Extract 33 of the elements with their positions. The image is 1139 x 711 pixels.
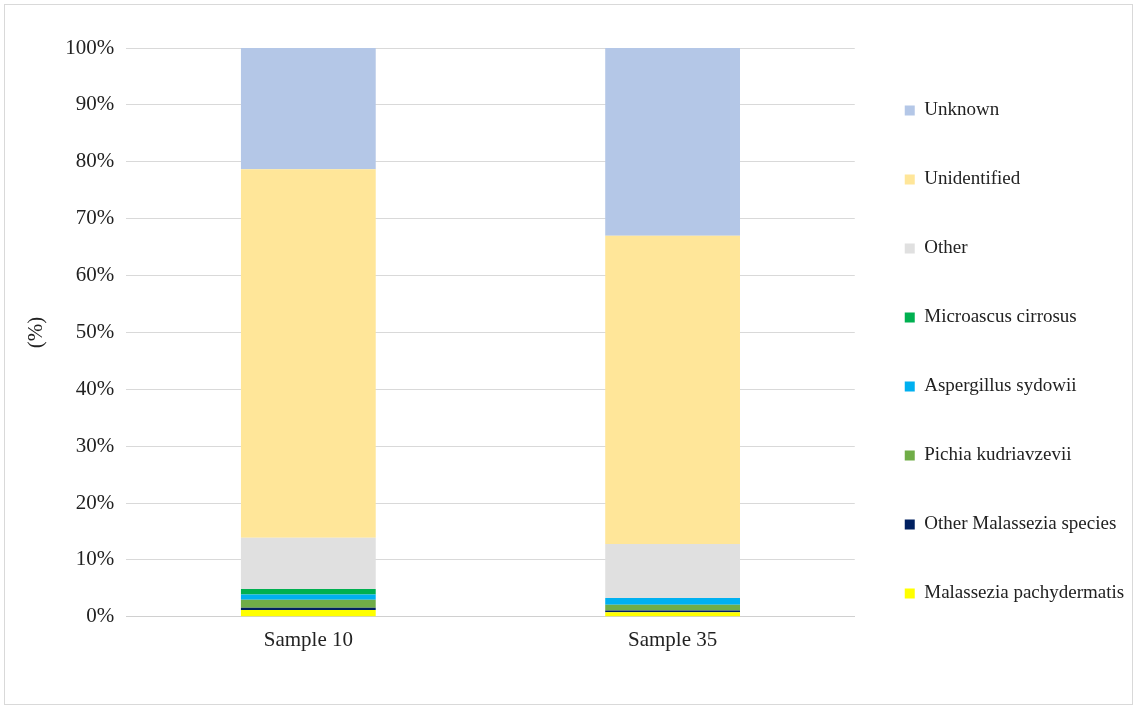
bar (605, 598, 740, 605)
bar (605, 48, 740, 236)
y-tick-label: 80% (75, 148, 115, 173)
legend-label: Microascus cirrosus (924, 305, 1077, 327)
y-tick-label: 100% (65, 34, 115, 59)
y-tick-label: 50% (75, 318, 115, 343)
legend-label: Malassezia pachydermatis (924, 581, 1125, 603)
legend-label: Unknown (924, 98, 1000, 120)
legend-label: Unidentified (924, 167, 1021, 189)
y-tick-label: 10% (75, 546, 115, 571)
bar (240, 169, 376, 538)
legend-label: Other (924, 236, 969, 258)
y-tick-label: 30% (75, 432, 115, 457)
y-tick-label: 0% (86, 603, 115, 628)
bar (240, 588, 376, 595)
bar (240, 594, 376, 600)
y-tick-label: 20% (75, 489, 115, 514)
x-tick-label: Sample 35 (627, 626, 718, 651)
bar (605, 604, 740, 611)
y-tick-label: 90% (75, 91, 115, 116)
x-tick-label: Sample 10 (263, 626, 353, 651)
bar (240, 48, 376, 170)
y-tick-label: 70% (75, 205, 115, 230)
legend-label: Pichia kudriavzevii (924, 443, 1072, 465)
legend-label: Other Malassezia species (924, 512, 1117, 534)
y-axis-title: (%) (23, 316, 48, 349)
bar (240, 609, 376, 617)
bar (605, 612, 740, 617)
y-tick-label: 40% (75, 375, 115, 400)
bar (240, 599, 376, 608)
legend-label: Aspergillus sydowii (924, 374, 1077, 396)
bar (605, 235, 740, 544)
y-tick-label: 60% (75, 262, 115, 287)
